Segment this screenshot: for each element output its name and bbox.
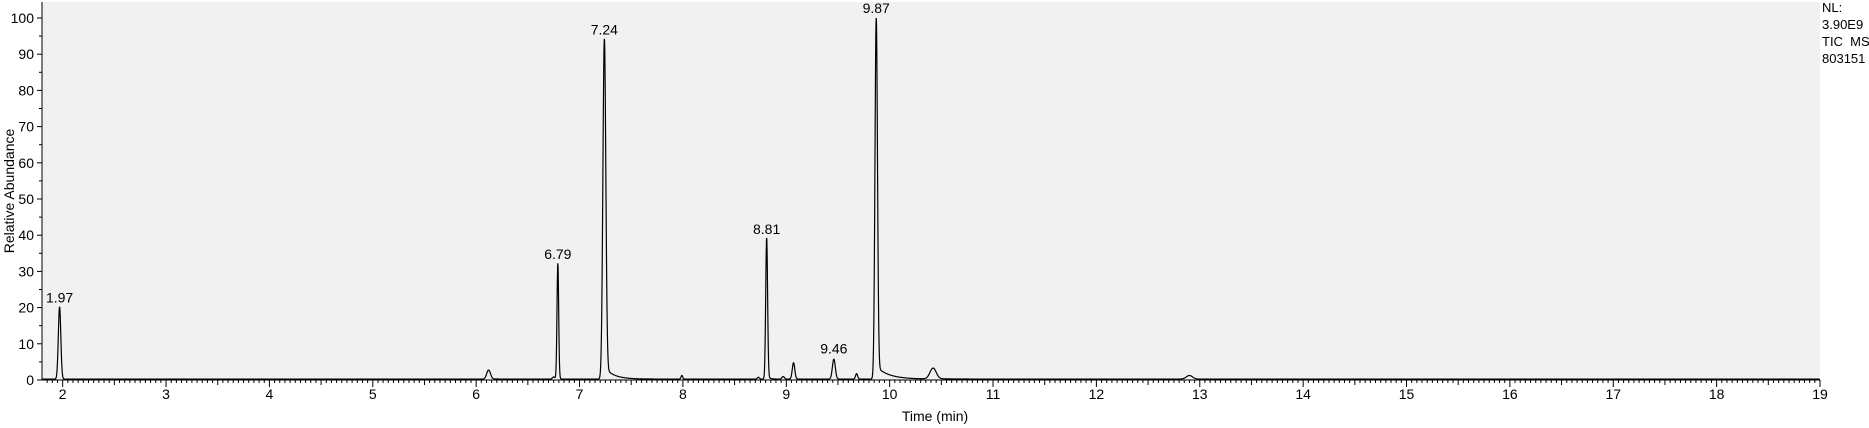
y-tick-label: 0 [26,372,34,388]
peak-label: 1.97 [46,290,73,306]
y-tick-label: 100 [11,10,35,26]
y-tick-label: 80 [18,82,34,98]
x-tick-label: 6 [472,386,480,402]
y-axis-title: Relative Abundance [1,129,17,254]
info-block: NL: 3.90E9 TIC MS 803151 [1822,0,1869,66]
y-tick-label: 90 [18,46,34,62]
y-axis-ticks: 0 10 20 30 40 50 60 70 80 90 100 [11,10,42,388]
peak-label: 8.81 [753,221,780,237]
info-line: 803151 [1822,51,1865,66]
y-tick-label: 30 [18,263,34,279]
x-axis-ticks: 2 3 4 5 6 7 8 9 10 11 12 13 14 15 16 17 18 19 [59,380,1828,402]
x-tick-label: 13 [1192,386,1208,402]
x-tick-label: 8 [679,386,687,402]
x-tick-label: 14 [1295,386,1311,402]
x-tick-label: 4 [266,386,274,402]
tic-trace-line [42,17,1820,380]
axes [41,2,1820,381]
y-tick-label: 60 [18,155,34,171]
x-tick-label: 12 [1089,386,1105,402]
x-tick-label: 17 [1605,386,1621,402]
x-tick-label: 2 [59,386,67,402]
x-tick-label: 11 [986,386,1001,402]
peak-label: 9.46 [820,340,847,356]
info-line: NL: [1822,0,1842,15]
x-tick-label: 19 [1812,386,1828,402]
peak-label: 6.79 [544,246,571,262]
info-line: TIC MS [1822,34,1869,49]
peak-label: 9.87 [863,0,890,16]
y-tick-label: 40 [18,227,34,243]
info-line: 3.90E9 [1822,17,1863,32]
x-tick-label: 16 [1502,386,1518,402]
x-tick-label: 10 [882,386,898,402]
plot-area [42,2,1820,380]
x-axis-title: Time (min) [902,408,968,424]
minor-ticks [46,380,1816,385]
x-tick-label: 3 [162,386,170,402]
x-tick-label: 5 [369,386,377,402]
peak-labels: 1.97 6.79 7.24 8.81 9.46 9.87 [46,0,890,356]
y-tick-label: 20 [18,300,34,316]
x-tick-label: 7 [576,386,584,402]
y-tick-label: 50 [18,191,34,207]
peak-label: 7.24 [591,22,618,38]
x-tick-label: 15 [1399,386,1415,402]
y-tick-label: 10 [18,336,34,352]
x-tick-label: 18 [1709,386,1725,402]
y-tick-label: 70 [18,119,34,135]
x-tick-label: 9 [782,386,790,402]
